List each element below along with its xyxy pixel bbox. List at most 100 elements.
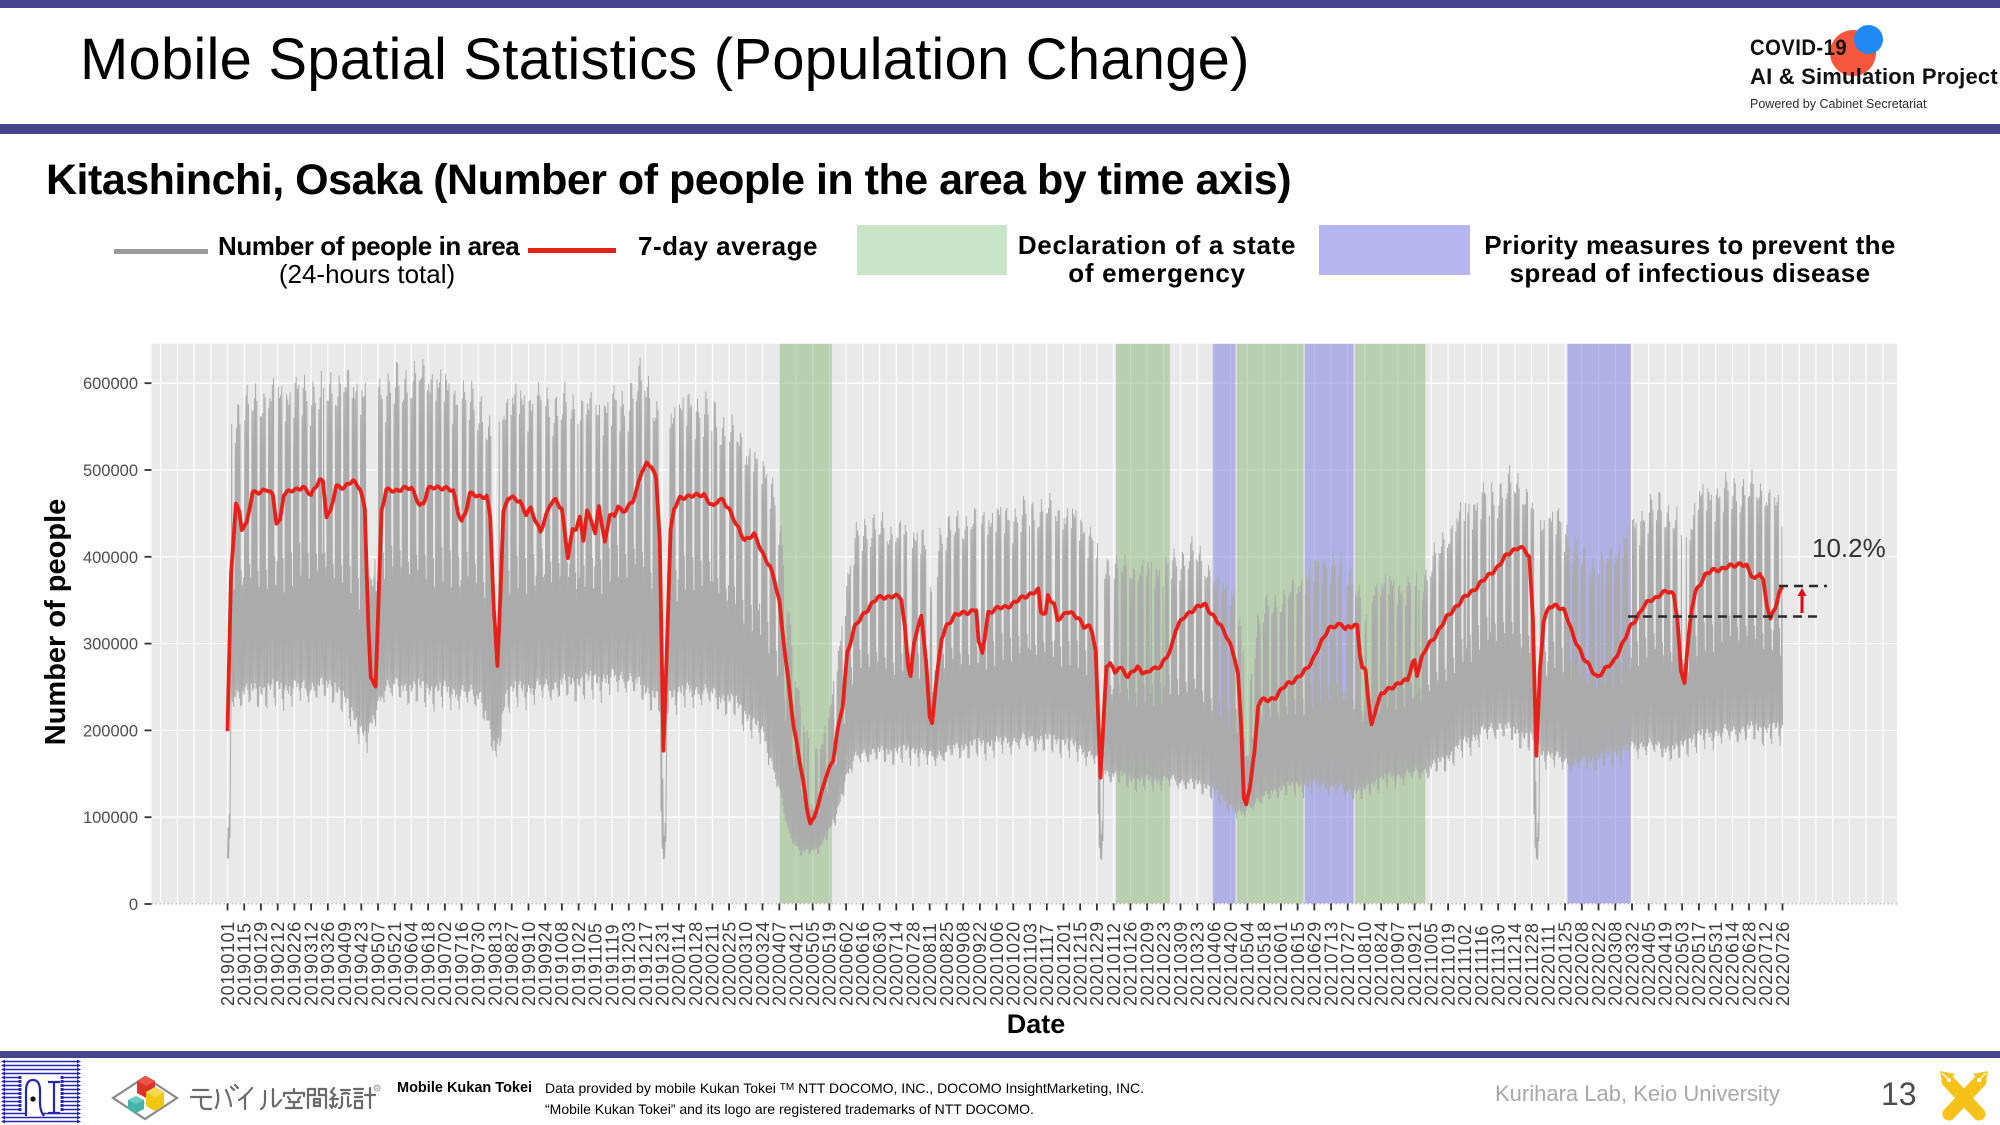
svg-text:20200630: 20200630 <box>870 921 890 1006</box>
svg-text:20210824: 20210824 <box>1372 921 1392 1006</box>
svg-text:20200825: 20200825 <box>937 921 957 1006</box>
svg-text:20210323: 20210323 <box>1188 921 1208 1006</box>
svg-text:20220208: 20220208 <box>1572 921 1592 1006</box>
svg-text:20210406: 20210406 <box>1204 921 1224 1006</box>
svg-text:20220419: 20220419 <box>1656 921 1676 1006</box>
svg-text:20190813: 20190813 <box>485 921 505 1006</box>
svg-text:20200922: 20200922 <box>970 921 990 1006</box>
svg-text:20190212: 20190212 <box>268 921 288 1006</box>
svg-text:20190618: 20190618 <box>418 921 438 1006</box>
svg-text:20191203: 20191203 <box>619 921 639 1006</box>
svg-text:20220503: 20220503 <box>1672 921 1692 1006</box>
svg-text:20191119: 20191119 <box>602 924 622 1006</box>
svg-text:20201117: 20201117 <box>1037 924 1057 1006</box>
svg-text:20210907: 20210907 <box>1388 921 1408 1006</box>
svg-text:20190226: 20190226 <box>285 921 305 1006</box>
svg-text:20190115: 20190115 <box>234 922 254 1006</box>
svg-text:20220125: 20220125 <box>1555 921 1575 1006</box>
svg-text:20200616: 20200616 <box>853 921 873 1006</box>
svg-text:20210504: 20210504 <box>1238 921 1258 1006</box>
svg-text:20200714: 20200714 <box>887 921 907 1006</box>
svg-text:20210713: 20210713 <box>1321 921 1341 1006</box>
svg-text:20200908: 20200908 <box>954 921 974 1006</box>
svg-text:20210615: 20210615 <box>1288 921 1308 1006</box>
svg-text:20190312: 20190312 <box>301 921 321 1006</box>
svg-text:20190101: 20190101 <box>218 921 238 1006</box>
svg-text:20191105: 20191105 <box>586 922 606 1006</box>
svg-text:20210309: 20210309 <box>1171 921 1191 1006</box>
svg-text:20190910: 20190910 <box>519 921 539 1006</box>
svg-text:20210126: 20210126 <box>1121 921 1141 1006</box>
svg-text:20201020: 20201020 <box>1004 921 1024 1006</box>
svg-text:20210629: 20210629 <box>1305 921 1325 1006</box>
svg-text:20191217: 20191217 <box>636 921 656 1006</box>
svg-text:20220322: 20220322 <box>1622 921 1642 1006</box>
svg-text:Date: Date <box>1007 1009 1066 1039</box>
svg-text:20191008: 20191008 <box>552 921 572 1006</box>
svg-text:20201006: 20201006 <box>987 921 1007 1006</box>
svg-text:20210518: 20210518 <box>1254 921 1274 1006</box>
svg-text:20190730: 20190730 <box>469 921 489 1006</box>
svg-text:20211214: 20211214 <box>1505 922 1525 1006</box>
svg-text:600000: 600000 <box>83 375 138 393</box>
svg-text:20220614: 20220614 <box>1723 921 1743 1006</box>
svg-text:20200505: 20200505 <box>803 921 823 1006</box>
svg-text:20211005: 20211005 <box>1422 922 1442 1006</box>
svg-text:20200225: 20200225 <box>719 921 739 1006</box>
svg-text:20210112: 20210112 <box>1104 922 1124 1006</box>
svg-text:20201103: 20201103 <box>1020 922 1040 1006</box>
svg-text:0: 0 <box>129 896 138 914</box>
svg-text:20210223: 20210223 <box>1154 921 1174 1006</box>
svg-text:20191231: 20191231 <box>653 921 673 1006</box>
svg-text:20190702: 20190702 <box>435 921 455 1006</box>
svg-text:20200128: 20200128 <box>686 921 706 1006</box>
svg-text:500000: 500000 <box>83 462 138 480</box>
svg-text:20200602: 20200602 <box>836 921 856 1006</box>
svg-text:20211228: 20211228 <box>1522 922 1542 1006</box>
svg-text:20190924: 20190924 <box>536 921 556 1006</box>
svg-text:20220726: 20220726 <box>1773 921 1793 1006</box>
svg-text:20200310: 20200310 <box>736 921 756 1006</box>
svg-text:20200728: 20200728 <box>903 921 923 1006</box>
svg-text:20210727: 20210727 <box>1338 921 1358 1006</box>
svg-text:300000: 300000 <box>83 636 138 654</box>
svg-text:Number of people: Number of people <box>40 499 72 746</box>
svg-text:20190507: 20190507 <box>368 921 388 1006</box>
svg-text:20200519: 20200519 <box>820 921 840 1006</box>
svg-text:20210921: 20210921 <box>1405 921 1425 1006</box>
svg-text:20200114: 20200114 <box>669 922 689 1006</box>
svg-text:20220222: 20220222 <box>1589 921 1609 1006</box>
svg-text:20190716: 20190716 <box>452 921 472 1006</box>
svg-text:R: R <box>375 1086 379 1092</box>
svg-text:20190423: 20190423 <box>352 921 372 1006</box>
svg-text:20190129: 20190129 <box>251 921 271 1006</box>
svg-text:20210601: 20210601 <box>1271 921 1291 1006</box>
svg-text:20190827: 20190827 <box>502 921 522 1006</box>
svg-text:20220628: 20220628 <box>1739 921 1759 1006</box>
svg-text:20220308: 20220308 <box>1606 921 1626 1006</box>
svg-text:20200324: 20200324 <box>753 921 773 1006</box>
svg-text:20200421: 20200421 <box>786 921 806 1006</box>
svg-text:20211116: 20211116 <box>1472 925 1492 1006</box>
svg-text:20190521: 20190521 <box>385 921 405 1006</box>
svg-text:20200407: 20200407 <box>770 921 790 1006</box>
svg-text:20220517: 20220517 <box>1689 921 1709 1006</box>
svg-text:20211102: 20211102 <box>1455 924 1475 1006</box>
svg-text:20220111: 20220111 <box>1539 924 1559 1006</box>
svg-text:10.2%: 10.2% <box>1812 533 1886 563</box>
svg-text:20210420: 20210420 <box>1221 921 1241 1006</box>
svg-text:20211019: 20211019 <box>1438 922 1458 1006</box>
svg-text:20210209: 20210209 <box>1137 921 1157 1006</box>
svg-text:20190604: 20190604 <box>402 921 422 1006</box>
svg-text:20200211: 20200211 <box>703 922 723 1006</box>
svg-text:20201229: 20201229 <box>1087 921 1107 1006</box>
svg-text:20210810: 20210810 <box>1355 921 1375 1006</box>
svg-text:20220531: 20220531 <box>1706 921 1726 1006</box>
svg-text:100000: 100000 <box>83 809 138 827</box>
svg-text:20220712: 20220712 <box>1756 921 1776 1006</box>
svg-text:400000: 400000 <box>83 549 138 567</box>
svg-text:200000: 200000 <box>83 722 138 740</box>
svg-text:20190326: 20190326 <box>318 921 338 1006</box>
svg-text:20190409: 20190409 <box>335 921 355 1006</box>
svg-text:20211130: 20211130 <box>1489 924 1509 1006</box>
